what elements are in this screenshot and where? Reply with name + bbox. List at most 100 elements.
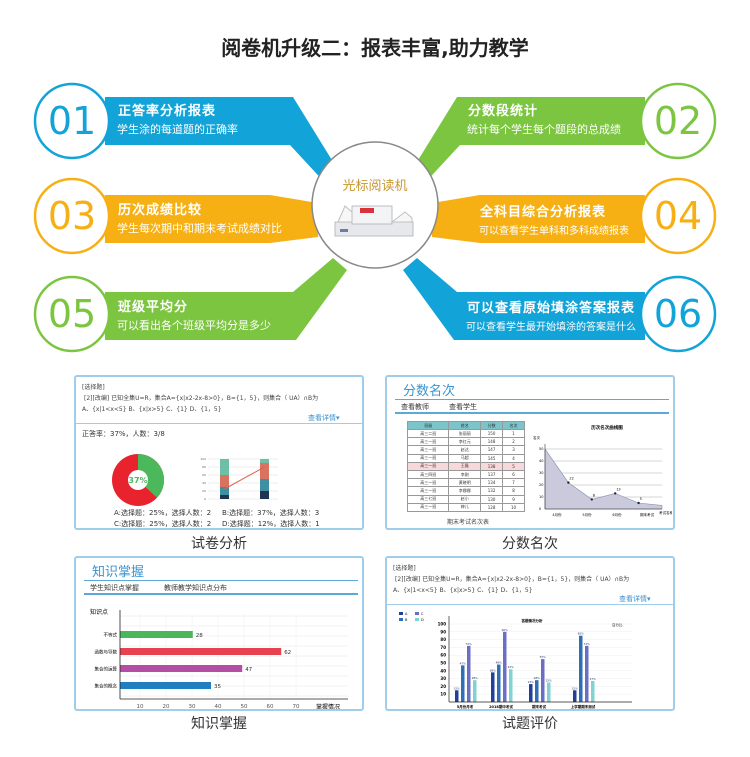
bar-value-label: 55% [540,655,547,659]
feature-title: 可以查看原始填涂答案报表 [467,301,636,316]
legend-label: C [421,612,424,616]
table-cell: 128 [480,502,504,512]
table-row: 高三一班 黄晓明 134 7 [406,478,525,488]
table-cell: 145 [480,453,504,463]
y-axis-label: 百分比 [612,622,623,627]
tab-teacher[interactable]: 查看教师 [401,403,429,411]
y-tick-label: 50 [539,447,543,451]
table-cell: 李娜娜 [448,486,482,496]
table-cell: 黄晓明 [448,478,482,488]
y-tick-label: 10 [539,495,543,499]
y-axis-label: 名次 [533,435,541,440]
y-tick-label: 0 [204,497,206,501]
exam-charts: 37% 0 20 40 60 80 100 [112,454,278,506]
legend-label: A [405,612,408,616]
table-cell: 高三一班 [406,453,450,463]
stat-c: C:选择题：25%，选择人数：2 [114,520,212,528]
table-cell: 8 [502,486,525,496]
column-header: 名次 [502,421,525,430]
rank-table: 班级 姓名 分数 名次 高三二班 张丽丽 150 1 高三一班 李红元 148 2 高三一班 赵达 147 3… [406,421,525,512]
bar [535,680,539,702]
divider [395,399,669,400]
legend-swatch [415,612,419,615]
bar [503,631,507,702]
column-header: 班级 [406,421,450,430]
rank-title: 分数名次 [403,384,456,399]
donut-label: 37% [128,476,147,485]
y-tick-label: 20 [202,489,206,493]
table-cell: 高三一班 [406,478,450,488]
question-options: A、{x|1<x<5} B、{x|x>5} C、{1} D、{1，5} [82,406,222,413]
stacked-segment [260,479,269,491]
x-tick-label: 5月份月考 [457,704,474,709]
stat-b: B:选择题：37%，选择人数：3 [222,509,320,517]
y-tick-label: 80 [202,465,206,469]
x-tick-label: 20 [163,704,170,710]
bar-集合的概念 [120,682,211,689]
reader-machine-icon [334,205,414,237]
x-tick-label: 10 [137,704,144,710]
stacked-segment [260,463,269,479]
table-cell: 2 [502,437,525,447]
evaluation-panel: [选择题] [2][改编] 已知全集U=R，集合A={x|x2-2x-8>0}，… [385,556,675,711]
y-tick-label: 20 [440,684,446,689]
table-row: 高三七班 赵小 130 9 [406,494,525,504]
feature-diagram [33,82,717,353]
caption-exam: 试卷分析 [191,536,247,552]
bar-value-label: 15% [454,686,461,690]
x-tick-label: 2018期中考试 [489,704,513,709]
table-row: 高三一班 马超 145 4 [406,453,525,463]
bar [509,669,513,702]
y-tick-label: 30 [440,676,446,681]
data-label: 22 [569,477,573,481]
divider [395,412,669,414]
bar-value-label: 28 [196,633,203,639]
number-circle-01 [33,82,111,160]
bar [491,672,495,702]
x-tick-label: 30 [189,704,196,710]
table-cell: 132 [480,486,504,496]
table-cell: 高三二班 [406,428,450,439]
tab-teacher-knowledge[interactable]: 教师教学知识点分布 [164,584,227,592]
table-row: 高三一班 李娜娜 132 8 [406,486,525,496]
bar-value-label: 72% [584,642,591,646]
table-cell: 高三一班 [406,486,450,496]
question-text: [2][改编] 已知全集U=R，集合A={x|x2-2x-8>0}，B={1，5… [395,576,630,583]
y-tick-label: 0 [539,507,541,511]
table-cell: 赵达 [448,445,482,455]
column-header: 分数 [480,421,504,430]
table-cell: 6 [502,469,525,480]
center-label: 光标阅读机 [342,179,408,194]
divider [387,604,673,605]
table-cell: 王磊 [448,461,482,471]
feature-desc: 学生每次期中和期末考试成绩对比 [117,222,282,235]
data-point [637,501,640,505]
feature-desc: 可以查看学生单科和多科成绩报表 [479,226,629,237]
view-details-link[interactable]: 查看详情▾ [308,414,340,422]
divider [84,593,358,595]
legend-swatch [415,618,419,621]
question-type: [选择题] [82,384,105,391]
bar [541,659,545,702]
stacked-segment [220,459,229,475]
feature-title: 班级平均分 [118,300,189,315]
table-cell: 高三一班 [406,437,450,447]
bar [461,665,465,702]
y-tick-label: 80 [440,637,446,642]
knowledge-chart: 知识点 10 20 30 40 50 60 70 28 不等式 62 函数与导数 47 集合的运算 35 集合… [90,608,348,710]
caption-evaluation: 试题评价 [502,716,558,732]
bar [473,680,477,702]
x-tick-label: 上学期期末测试 [571,704,596,709]
feature-desc: 可以看出各个班级平均分是多少 [117,319,271,332]
table-cell: 7 [502,478,525,488]
rank-area [544,448,663,510]
question-text: [2][改编] 已知全集U=R，集合A={x|x2-2x-8>0}，B={1，5… [84,395,319,402]
bar-value-label: 62 [284,650,291,656]
feature-title: 历次成绩比较 [118,203,203,218]
bar-category-label: 集合的概念 [95,683,118,690]
y-tick-label: 90 [440,629,446,634]
table-cell: 148 [480,437,504,447]
view-details-link[interactable]: 查看详情▾ [619,595,651,603]
bar-value-label: 42% [508,665,515,669]
bar-value-label: 23% [528,680,535,684]
